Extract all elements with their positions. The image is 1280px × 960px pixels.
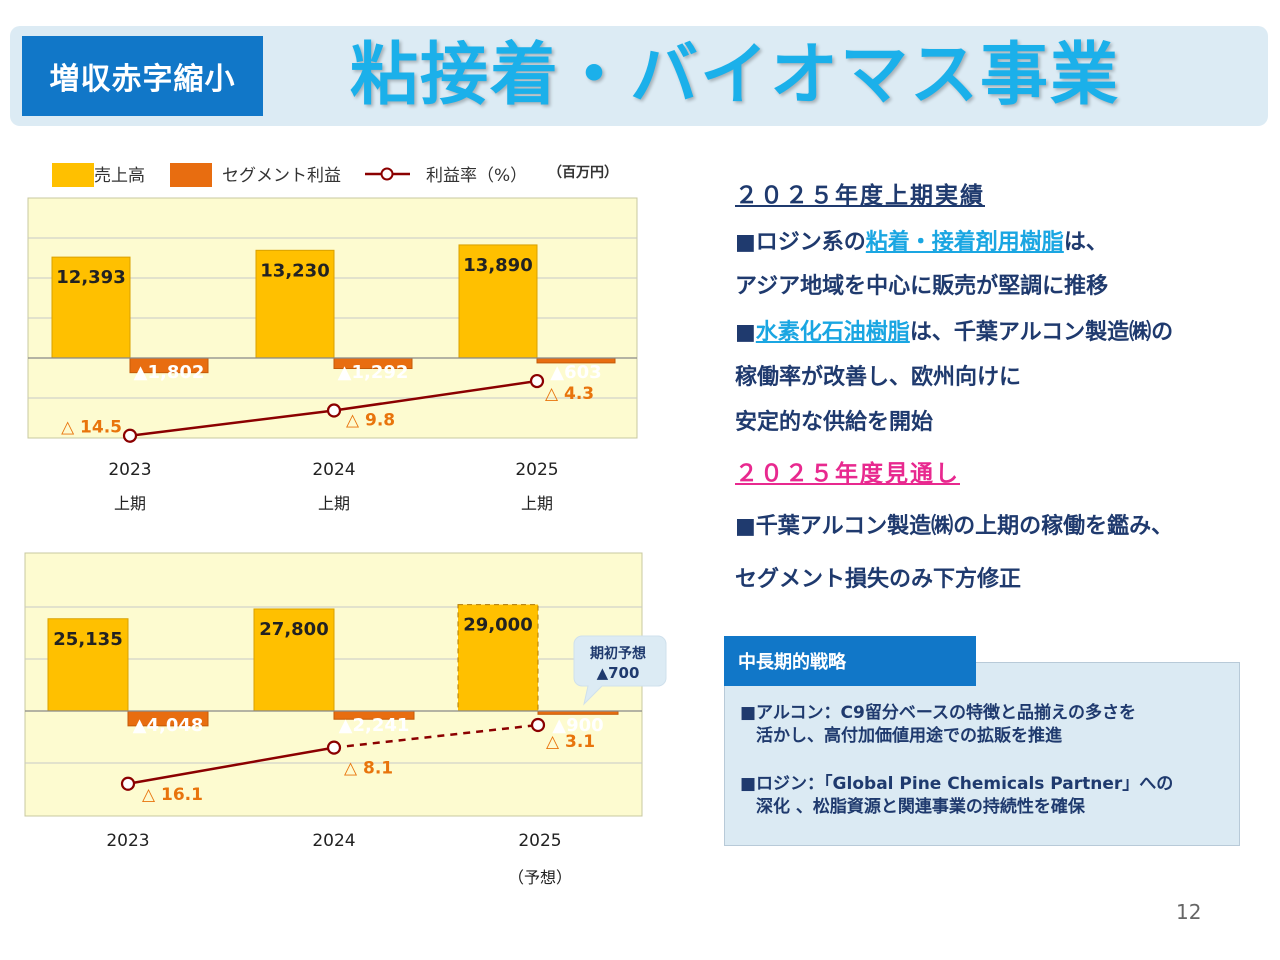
rate-point bbox=[529, 373, 545, 389]
sales-label: 27,800 bbox=[259, 619, 328, 640]
sales-bar bbox=[51, 256, 131, 359]
sales-bar bbox=[253, 608, 335, 712]
rate-line-segment bbox=[333, 723, 539, 749]
x-tick-label: 2025 bbox=[518, 831, 561, 851]
paragraph-hydrogenated: ■水素化石油樹脂は、千葉アルコン製造㈱の bbox=[735, 314, 1173, 346]
p2-line2: 稼働率が改善し、欧州向けに bbox=[735, 365, 1022, 390]
x-tick-label: 2023 bbox=[108, 460, 151, 480]
status-tag: 増収赤字縮小 bbox=[22, 36, 263, 116]
legend-sales-label: 売上高 bbox=[94, 166, 145, 186]
legend-swatch-sales bbox=[52, 163, 94, 187]
x-tick-label: 2023 bbox=[106, 831, 149, 851]
paragraph-rosin: ■ロジン系の粘着・接着剤用樹脂は、 bbox=[735, 224, 1108, 256]
x-tick-label: 2025 bbox=[515, 460, 558, 480]
segment-label: ▲4,048 bbox=[133, 715, 204, 736]
x-tick-sublabel: （予想） bbox=[508, 868, 572, 887]
chart-full-year: 25,135 ▲4,048 27,800 ▲2,241 29,000 ▲900 △ 16.1… bbox=[24, 552, 667, 887]
legend-swatch-segment bbox=[170, 163, 212, 187]
x-tick-sublabel: 上期 bbox=[114, 494, 146, 513]
rate-point bbox=[530, 717, 546, 733]
strategy-item-1-line1: ■アルコン：C9留分ベースの特徴と品揃えの多さを bbox=[740, 703, 1137, 723]
segment-label: ▲1,292 bbox=[338, 362, 409, 383]
rate-line-segment bbox=[333, 379, 538, 412]
sales-bar bbox=[47, 618, 129, 712]
rate-label: △ 3.1 bbox=[546, 732, 595, 752]
sales-label: 25,135 bbox=[53, 629, 122, 650]
rate-point bbox=[120, 776, 136, 791]
callout-line2: ▲700 bbox=[597, 664, 640, 682]
strategy-box bbox=[724, 662, 1240, 846]
x-tick-sublabel: 上期 bbox=[521, 494, 553, 513]
strategy-item-2-line2: 深化 、松脂資源と関連事業の持続性を確保 bbox=[756, 797, 1085, 817]
page-number: 12 bbox=[1176, 900, 1202, 924]
p3-line1: ■千葉アルコン製造㈱の上期の稼働を鑑み、 bbox=[735, 514, 1174, 539]
heading-forecast: ２０２５年度見通し bbox=[735, 461, 960, 487]
legend-rate-label: 利益率（%） bbox=[426, 166, 527, 186]
segment-label: ▲900 bbox=[552, 715, 603, 736]
p2-prefix: ■ bbox=[735, 320, 756, 345]
strategy-title: 中長期的戦略 bbox=[724, 636, 976, 686]
p1-suffix: は、 bbox=[1063, 230, 1108, 255]
rate-label: △ 4.3 bbox=[545, 384, 594, 404]
chart-legend: 売上高 セグメント利益 利益率（%） （百万円） bbox=[52, 163, 618, 187]
p2-line3: 安定的な供給を開始 bbox=[735, 410, 934, 435]
rate-line-segment bbox=[127, 746, 335, 786]
segment-label: ▲603 bbox=[550, 362, 601, 383]
page-title: 粘接着・バイオマス事業 bbox=[350, 36, 1121, 115]
strategy-item-1-line2: 活かし、高付加価値用途での拡販を推進 bbox=[756, 726, 1062, 746]
sales-label: 12,393 bbox=[56, 267, 125, 288]
legend-segment-label: セグメント利益 bbox=[222, 166, 341, 186]
rate-label: △ 14.5 bbox=[61, 418, 122, 438]
segment-label: ▲1,802 bbox=[134, 362, 205, 383]
p1-prefix: ■ロジン系の bbox=[735, 230, 866, 255]
rate-label: △ 9.8 bbox=[346, 411, 395, 431]
p1-line2: アジア地域を中心に販売が堅調に推移 bbox=[735, 274, 1109, 299]
x-tick-sublabel: 上期 bbox=[318, 494, 350, 513]
rate-label: △ 16.1 bbox=[142, 785, 203, 805]
sales-bar bbox=[457, 604, 539, 712]
legend-rate-marker bbox=[380, 167, 394, 181]
sales-bar bbox=[458, 244, 538, 359]
p1-highlight: 粘着・接着剤用樹脂 bbox=[865, 230, 1064, 255]
rate-line-segment bbox=[129, 409, 335, 437]
rate-label: △ 8.1 bbox=[344, 759, 393, 779]
heading-h1-results: ２０２５年度上期実績 bbox=[735, 183, 985, 209]
sales-label: 13,230 bbox=[260, 260, 329, 281]
p2-highlight: 水素化石油樹脂 bbox=[755, 320, 910, 345]
callout-line1: 期初予想 bbox=[590, 645, 646, 662]
p3-line2: セグメント損失のみ下方修正 bbox=[735, 567, 1022, 592]
forecast-callout bbox=[573, 635, 667, 706]
segment-label: ▲2,241 bbox=[339, 715, 410, 736]
unit-label: （百万円） bbox=[548, 165, 618, 181]
x-tick-label: 2024 bbox=[312, 460, 355, 480]
x-tick-label: 2024 bbox=[312, 831, 355, 851]
chart-h1-results: 12,393 ▲1,802 13,230 ▲1,292 13,890 ▲603 △ 14.5… bbox=[27, 197, 638, 513]
rate-point bbox=[326, 740, 342, 755]
p2-suffix: は、千葉アルコン製造㈱の bbox=[909, 320, 1174, 345]
strategy-item-2-line1: ■ロジン：「Global Pine Chemicals Partner」への bbox=[740, 774, 1174, 794]
rate-point bbox=[122, 428, 138, 443]
sales-bar bbox=[255, 249, 335, 359]
sales-label: 13,890 bbox=[463, 255, 532, 276]
rate-point bbox=[326, 403, 342, 418]
sales-label: 29,000 bbox=[463, 615, 532, 636]
